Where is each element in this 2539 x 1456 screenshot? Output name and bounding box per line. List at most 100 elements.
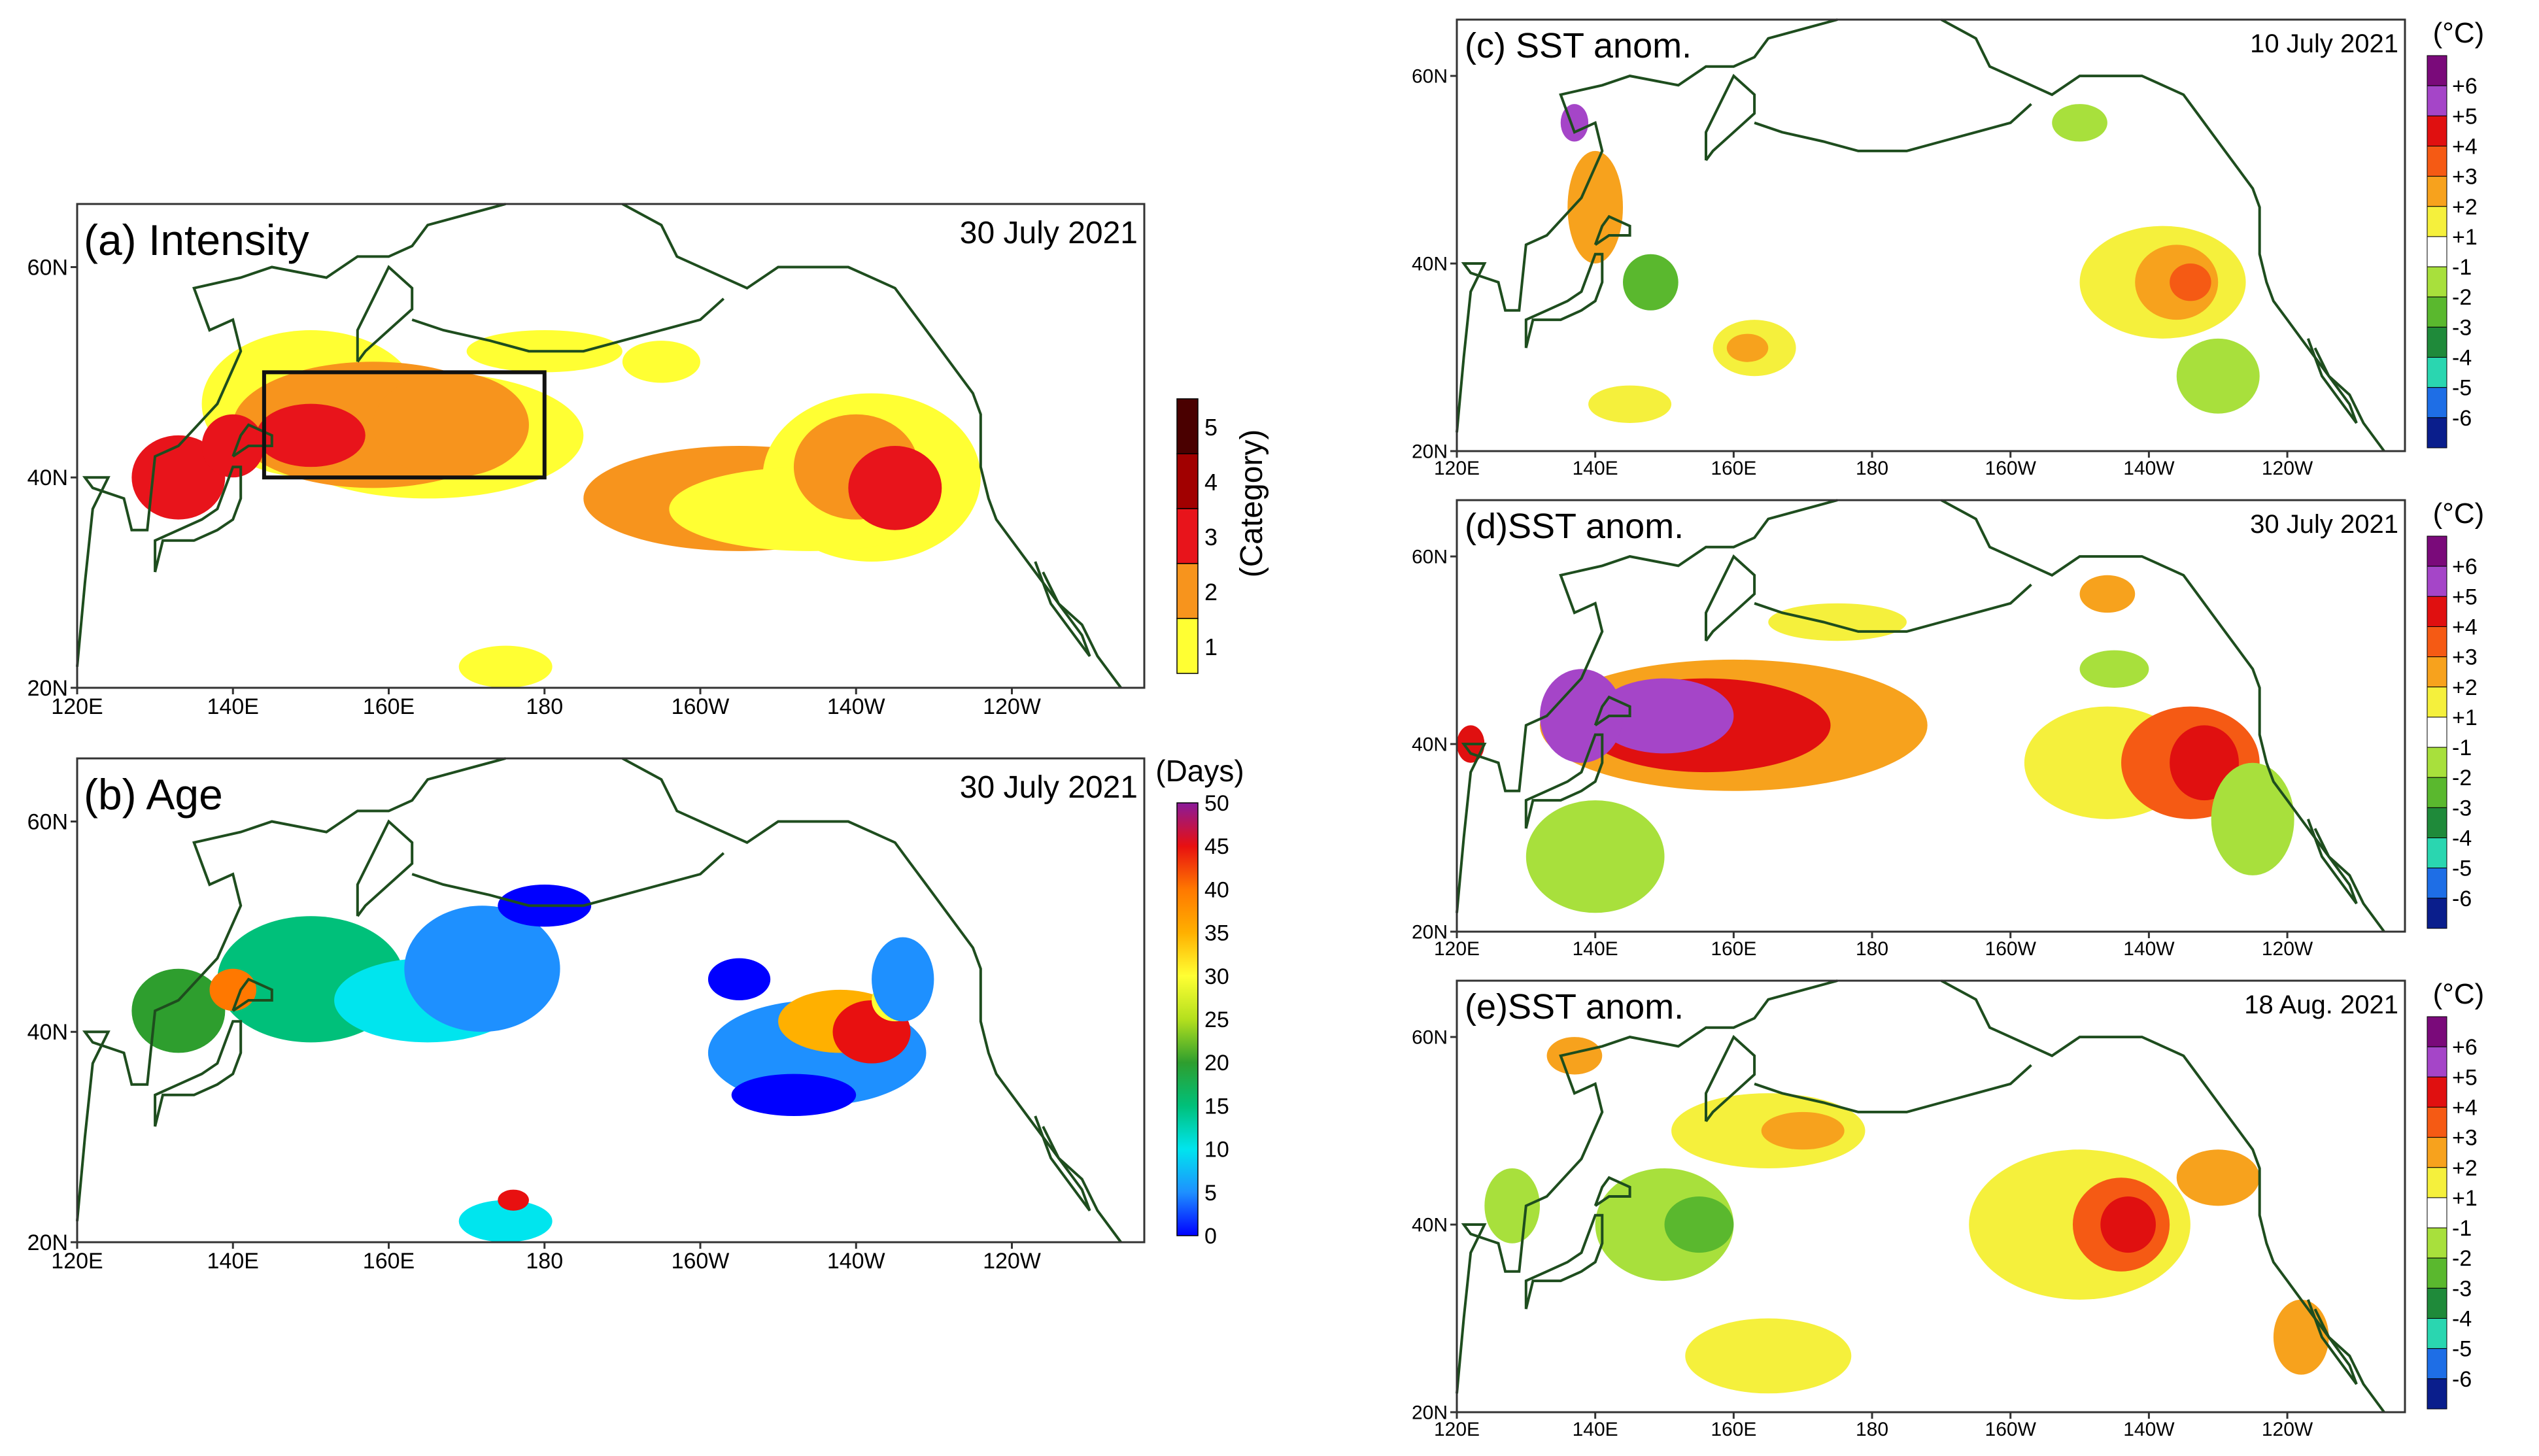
panel-date: 18 Aug. 2021 <box>2244 990 2398 1019</box>
x-tick-label: 160W <box>1985 1419 2037 1440</box>
x-tick-label: 140E <box>1573 458 1618 479</box>
x-tick-label: 160E <box>363 1249 415 1274</box>
colorbar-tick-label: +5 <box>2452 104 2478 129</box>
x-tick-label: 140E <box>207 694 259 719</box>
coastline <box>356 819 414 917</box>
x-tick-label: 160E <box>363 694 415 719</box>
anomaly-region <box>2176 1149 2260 1206</box>
colorbar-label: (°C) <box>2433 498 2485 530</box>
coastline <box>231 423 273 458</box>
coastline <box>1593 695 1631 726</box>
coastline <box>1593 214 1631 246</box>
x-tick-label: 120E <box>1434 938 1480 960</box>
x-tick-label: 140W <box>827 1249 885 1274</box>
coastline <box>1524 252 1604 348</box>
colorbar-tick-label: -4 <box>2452 346 2472 371</box>
colorbar-tick-label: -6 <box>2452 406 2472 431</box>
anomaly-region <box>1664 1196 1734 1253</box>
colorbar-tick-label: +2 <box>2452 675 2478 700</box>
colorbar-swatch <box>2427 1227 2447 1259</box>
x-tick-label: 140E <box>1573 1419 1618 1440</box>
colorbar-tick-label: -3 <box>2452 315 2472 340</box>
colorbar-swatch <box>2427 357 2447 388</box>
colorbar-gradient <box>1176 802 1199 1236</box>
coastline <box>154 1020 243 1127</box>
colorbar-tick-label: -2 <box>2452 1246 2472 1271</box>
y-tick-label: 20N <box>27 676 68 701</box>
colorbar-tick-label: -3 <box>2452 796 2472 821</box>
coastline <box>1754 1064 2032 1113</box>
colorbar-tick-label: 25 <box>1204 1007 1229 1032</box>
coastline <box>2306 338 2358 424</box>
panel-e-sst-anomaly: 120E 140E 160E 180 160W 140W 120W 60N 40N 20N (e)S… <box>1412 978 2484 1440</box>
anomaly-region <box>1623 254 1678 311</box>
colorbar-tick-label: -3 <box>2452 1276 2472 1301</box>
colorbar-tick-label: +4 <box>2452 134 2478 159</box>
colorbar-swatch <box>2427 326 2447 358</box>
colorbar-swatch <box>2427 656 2447 688</box>
anomaly-region <box>872 937 934 1022</box>
colorbar-swatch <box>2427 1318 2447 1349</box>
colorbar-tick-label: 30 <box>1204 964 1229 989</box>
colorbar-swatch <box>2427 115 2447 146</box>
panel-title: (b) Age <box>84 770 223 819</box>
colorbar-swatch <box>2427 266 2447 297</box>
panel-date: 30 July 2021 <box>960 770 1138 805</box>
coastline <box>1456 18 1838 433</box>
coastline <box>1940 18 2385 452</box>
panel-date: 30 July 2021 <box>960 216 1138 250</box>
colorbar-tick-label: -6 <box>2452 887 2472 911</box>
y-tick-label: 40N <box>1412 254 1448 275</box>
anomaly-region <box>2052 104 2107 142</box>
x-tick-label: 180 <box>1856 458 1888 479</box>
colorbar-tick-label: +3 <box>2452 1126 2478 1151</box>
anomaly-region <box>707 958 771 1000</box>
colorbar-swatch <box>2427 1167 2447 1198</box>
colorbar-swatch <box>2427 1137 2447 1168</box>
colorbar-tick-label: +3 <box>2452 165 2478 190</box>
y-tick-label: 40N <box>1412 734 1448 756</box>
colorbar-tick-label: +4 <box>2452 615 2478 639</box>
coastline <box>1524 1213 1604 1310</box>
colorbar-swatch <box>2427 296 2447 328</box>
colorbar-swatch <box>2427 626 2447 658</box>
colorbar-tick-label: 3 <box>1204 524 1218 550</box>
colorbar-tick-label: +6 <box>2452 554 2478 579</box>
x-tick-label: 180 <box>1856 1419 1888 1440</box>
colorbar-swatch <box>2427 1287 2447 1319</box>
colorbar-swatch <box>2427 206 2447 237</box>
x-tick-label: 120W <box>983 694 1041 719</box>
study-region-box <box>262 370 547 480</box>
anomaly-region <box>2079 575 2136 613</box>
coastline <box>2306 1299 2358 1385</box>
colorbar-tick-label: 0 <box>1204 1224 1217 1249</box>
x-tick-label: 180 <box>526 694 563 719</box>
y-tick-label: 60N <box>27 255 68 280</box>
colorbar-swatch <box>2427 417 2447 449</box>
colorbar-tick-label: 50 <box>1204 791 1229 816</box>
coastline <box>1754 583 2032 633</box>
colorbar-label: (°C) <box>2433 17 2485 49</box>
anomaly-region <box>1525 800 1665 913</box>
coastline <box>1940 499 2385 933</box>
anomaly-region <box>2100 1196 2156 1253</box>
coastline <box>411 852 725 907</box>
coastline <box>1034 1115 1091 1211</box>
x-tick-label: 160W <box>672 1249 730 1274</box>
colorbar-tick-label: +2 <box>2452 1156 2478 1181</box>
anomaly-region <box>1588 385 1672 423</box>
coastline <box>154 466 243 573</box>
coastline <box>1705 554 1756 642</box>
colorbar-swatch <box>2427 1197 2447 1228</box>
map-frame <box>1456 18 2406 452</box>
colorbar-swatch <box>2427 838 2447 869</box>
anomaly-region <box>498 1189 529 1211</box>
colorbar-swatch <box>1176 508 1199 564</box>
colorbar-swatch <box>2427 55 2447 86</box>
colorbar-label: (°C) <box>2433 978 2485 1010</box>
colorbar-tick-label: +1 <box>2452 225 2478 250</box>
colorbar-tick-label: +5 <box>2452 584 2478 609</box>
colorbar-tick-label: +3 <box>2452 645 2478 670</box>
colorbar-swatch <box>2427 1106 2447 1138</box>
anomaly-region <box>404 906 560 1032</box>
